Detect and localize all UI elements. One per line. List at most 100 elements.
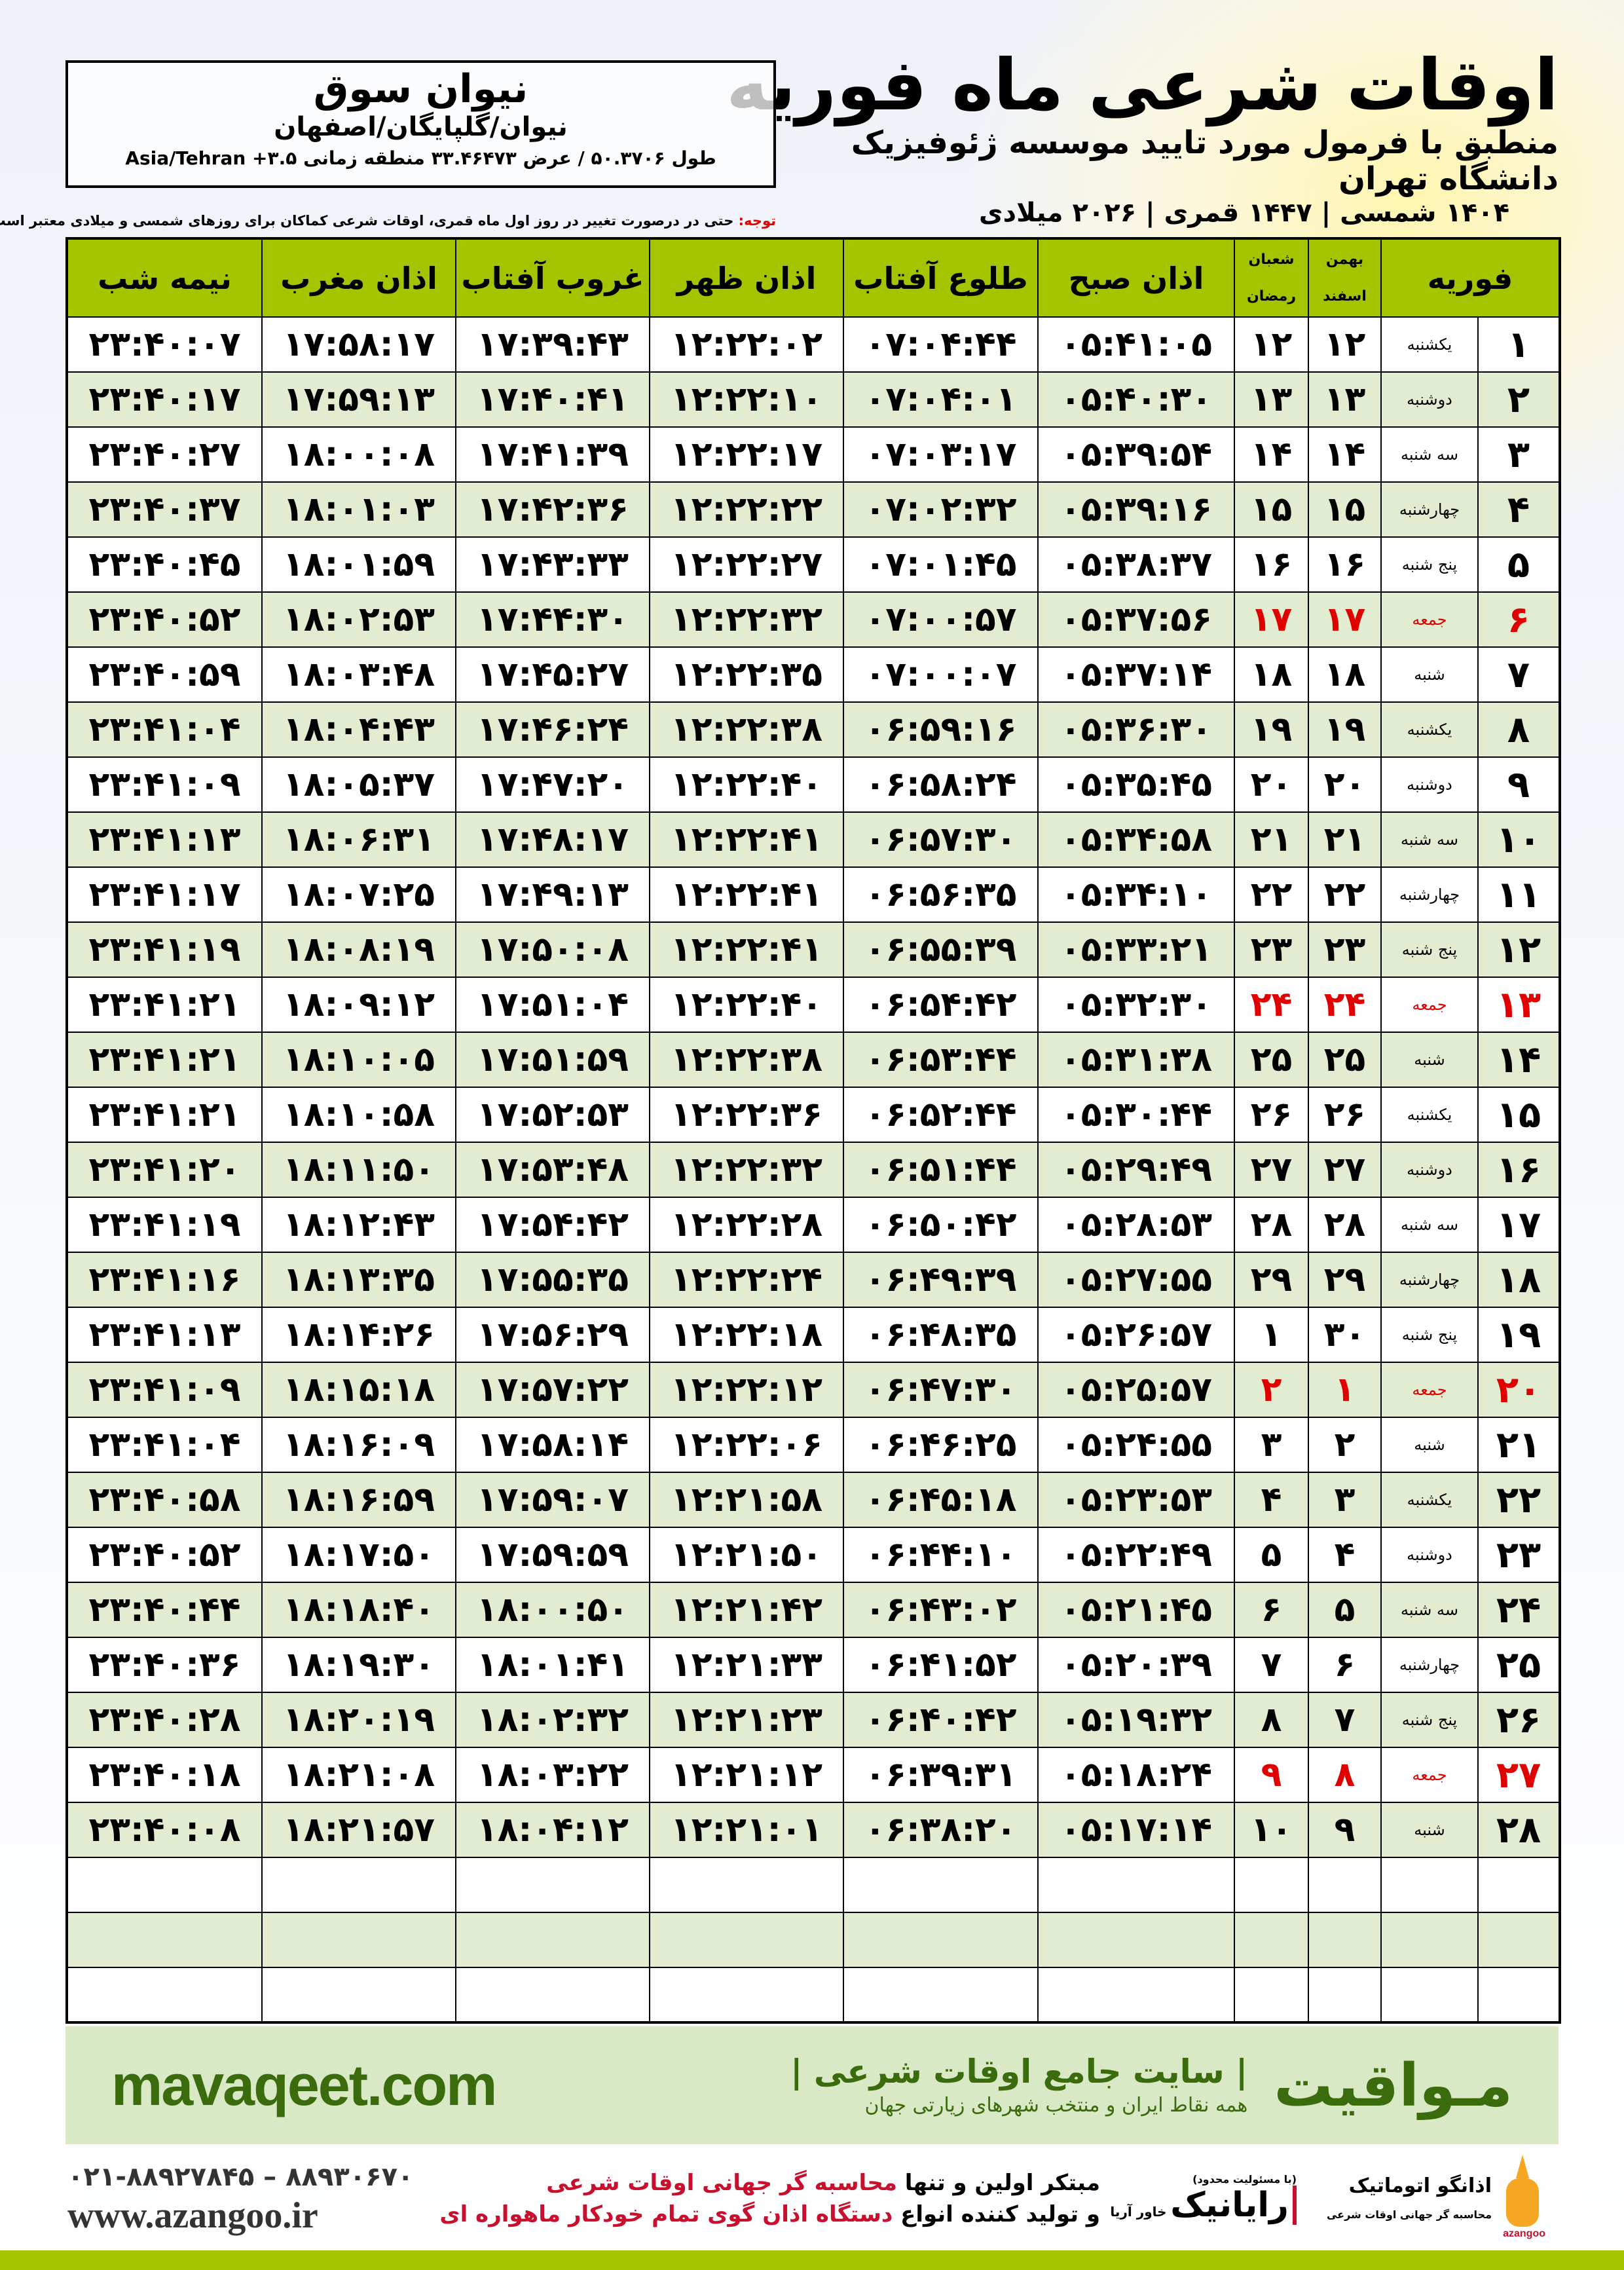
cell-fajr: ۰۵:۲۷:۵۵ [1037,1252,1235,1308]
cell-shamsi: ۲۵ [1308,1032,1382,1088]
cell-day: ۹ [1477,756,1560,813]
cell-shamsi: ۳ [1308,1472,1382,1528]
cell-midnight: ۲۳:۴۰:۳۷ [66,481,263,538]
cell-day: ۱۴ [1477,1032,1560,1088]
cell-fajr [1037,1912,1235,1968]
cell-dhuhr: ۱۲:۲۲:۱۷ [649,426,844,483]
table-row: ۱۴ شنبه ۲۵ ۲۵ ۰۵:۳۱:۳۸ ۰۶:۵۳:۴۴ ۱۲:۲۲:۳۸ ۱۷:۵۱:… [66,1032,1560,1088]
cell-sunrise [843,1967,1039,2023]
col-sunrise: طلوع آفتاب [843,238,1039,318]
cell-midnight: ۲۳:۴۱:۱۳ [66,811,263,868]
cell-sunrise: ۰۶:۵۶:۳۵ [843,866,1039,923]
cell-weekday: شنبه [1380,1802,1479,1858]
cell-maghrib: ۱۸:۱۳:۳۵ [261,1252,456,1308]
cell-sunrise: ۰۶:۴۷:۳۰ [843,1362,1039,1418]
cell-day: ۱۹ [1477,1307,1560,1363]
cell-fajr: ۰۵:۳۴:۵۸ [1037,811,1235,868]
cell-dhuhr: ۱۲:۲۱:۱۲ [649,1747,844,1803]
cell-sunset [455,1912,650,1968]
cell-maghrib: ۱۸:۰۸:۱۹ [261,921,456,978]
cell-qamari: ۲۲ [1234,866,1309,923]
cell-day: ۲۲ [1477,1472,1560,1528]
cell-maghrib: ۱۸:۱۱:۵۰ [261,1142,456,1198]
cell-qamari: ۲ [1234,1362,1309,1418]
cell-midnight: ۲۳:۴۰:۰۸ [66,1802,263,1858]
table-row: ۲۲ یکشنبه ۳ ۴ ۰۵:۲۳:۵۳ ۰۶:۴۵:۱۸ ۱۲:۲۱:۵۸ ۱۷:۵۹:… [66,1472,1560,1528]
bottom-bar [0,2250,1624,2270]
cell-qamari [1234,1857,1309,1913]
cell-weekday: شنبه [1380,1032,1479,1088]
cell-sunset: ۱۷:۴۴:۳۰ [455,591,650,648]
cell-maghrib: ۱۸:۱۸:۴۰ [261,1582,456,1638]
cell-shamsi: ۴ [1308,1527,1382,1583]
cell-shamsi: ۲ [1308,1417,1382,1473]
cell-sunrise: ۰۶:۴۰:۴۲ [843,1692,1039,1748]
cell-sunrise: ۰۶:۴۳:۰۲ [843,1582,1039,1638]
cell-day: ۲۴ [1477,1582,1560,1638]
cell-qamari: ۴ [1234,1472,1309,1528]
cell-shamsi: ۲۲ [1308,866,1382,923]
cell-sunrise: ۰۶:۴۱:۵۲ [843,1637,1039,1693]
cell-qamari: ۱۷ [1234,591,1309,648]
cell-dhuhr: ۱۲:۲۲:۴۱ [649,921,844,978]
cell-fajr: ۰۵:۳۴:۱۰ [1037,866,1235,923]
cell-sunset: ۱۷:۵۶:۲۹ [455,1307,650,1363]
cell-fajr [1037,1967,1235,2023]
cell-sunset: ۱۸:۰۱:۴۱ [455,1637,650,1693]
col-qamari: شعبان رمضان [1234,238,1309,318]
cell-sunrise: ۰۶:۵۱:۴۴ [843,1142,1039,1198]
promo-highlight: دستگاه اذان گوی تمام خودکار ماهواره ای [439,2201,893,2227]
cell-maghrib: ۱۸:۱۴:۲۶ [261,1307,456,1363]
cell-fajr: ۰۵:۳۰:۴۴ [1037,1087,1235,1143]
table-row: ۹ دوشنبه ۲۰ ۲۰ ۰۵:۳۵:۴۵ ۰۶:۵۸:۲۴ ۱۲:۲۲:۴۰ ۱۷:۴۷… [66,756,1560,813]
cell-day: ۵ [1477,536,1560,593]
cell-midnight: ۲۳:۴۱:۱۳ [66,1307,263,1363]
azangoo-name: اذانگو اتوماتیک [1348,2174,1492,2197]
cell-fajr: ۰۵:۲۰:۳۹ [1037,1637,1235,1693]
cell-shamsi: ۱۶ [1308,536,1382,593]
footer-row: azangoo اذانگو اتوماتیک محاسبه گر جهانی … [65,2151,1559,2246]
cell-weekday: جمعه [1380,591,1479,648]
cell-sunset: ۱۷:۳۹:۴۳ [455,316,650,373]
cell-weekday: یکشنبه [1380,1472,1479,1528]
cell-day [1477,1912,1560,1968]
website-link[interactable]: mavaqeet.com [111,2053,497,2117]
cell-qamari: ۲۴ [1234,977,1309,1033]
cell-midnight: ۲۳:۴۰:۱۸ [66,1747,263,1803]
table-row: ۲۵ چهارشنبه ۶ ۷ ۰۵:۲۰:۳۹ ۰۶:۴۱:۵۲ ۱۲:۲۱:۳۳ ۱۸:۰… [66,1637,1560,1693]
cell-shamsi [1308,1857,1382,1913]
cell-dhuhr: ۱۲:۲۲:۴۱ [649,811,844,868]
empty-row [66,1912,1560,1968]
table-row: ۸ یکشنبه ۱۹ ۱۹ ۰۵:۳۶:۳۰ ۰۶:۵۹:۱۶ ۱۲:۲۲:۳۸ ۱۷:۴۶… [66,701,1560,758]
cell-weekday: دوشنبه [1380,371,1479,428]
cell-shamsi: ۲۳ [1308,921,1382,978]
col-fajr: اذان صبح [1037,238,1235,318]
cell-maghrib: ۱۸:۱۲:۴۳ [261,1197,456,1253]
cell-day: ۳ [1477,426,1560,483]
table-row: ۲۰ جمعه ۱ ۲ ۰۵:۲۵:۵۷ ۰۶:۴۷:۳۰ ۱۲:۲۲:۱۲ ۱۷:۵۷:۲۲… [66,1362,1560,1418]
cell-fajr: ۰۵:۲۲:۴۹ [1037,1527,1235,1583]
cell-day: ۱۵ [1477,1087,1560,1143]
cell-sunset: ۱۷:۴۷:۲۰ [455,756,650,813]
cell-shamsi [1308,1967,1382,2023]
cell-sunset: ۱۷:۴۸:۱۷ [455,811,650,868]
cell-weekday: یکشنبه [1380,316,1479,373]
cell-fajr: ۰۵:۳۵:۴۵ [1037,756,1235,813]
cell-qamari: ۲۹ [1234,1252,1309,1308]
note-label: توجه: [738,213,776,229]
col-qamari-top: شعبان [1248,251,1295,268]
cell-fajr: ۰۵:۳۶:۳۰ [1037,701,1235,758]
table-row: ۲۱ شنبه ۲ ۳ ۰۵:۲۴:۵۵ ۰۶:۴۶:۲۵ ۱۲:۲۲:۰۶ ۱۷:۵۸:۱۴… [66,1417,1560,1473]
cell-day: ۶ [1477,591,1560,648]
cell-fajr: ۰۵:۳۹:۱۶ [1037,481,1235,538]
cell-qamari: ۲۰ [1234,756,1309,813]
cell-fajr: ۰۵:۲۹:۴۹ [1037,1142,1235,1198]
cell-midnight: ۲۳:۴۱:۱۹ [66,1197,263,1253]
cell-dhuhr: ۱۲:۲۲:۳۵ [649,646,844,703]
cell-sunset: ۱۷:۵۷:۲۲ [455,1362,650,1418]
azangoo-website[interactable]: www.azangoo.ir [67,2195,318,2236]
cell-shamsi: ۵ [1308,1582,1382,1638]
cell-sunrise: ۰۶:۴۵:۱۸ [843,1472,1039,1528]
cell-dhuhr [649,1967,844,2023]
cell-fajr: ۰۵:۲۶:۵۷ [1037,1307,1235,1363]
